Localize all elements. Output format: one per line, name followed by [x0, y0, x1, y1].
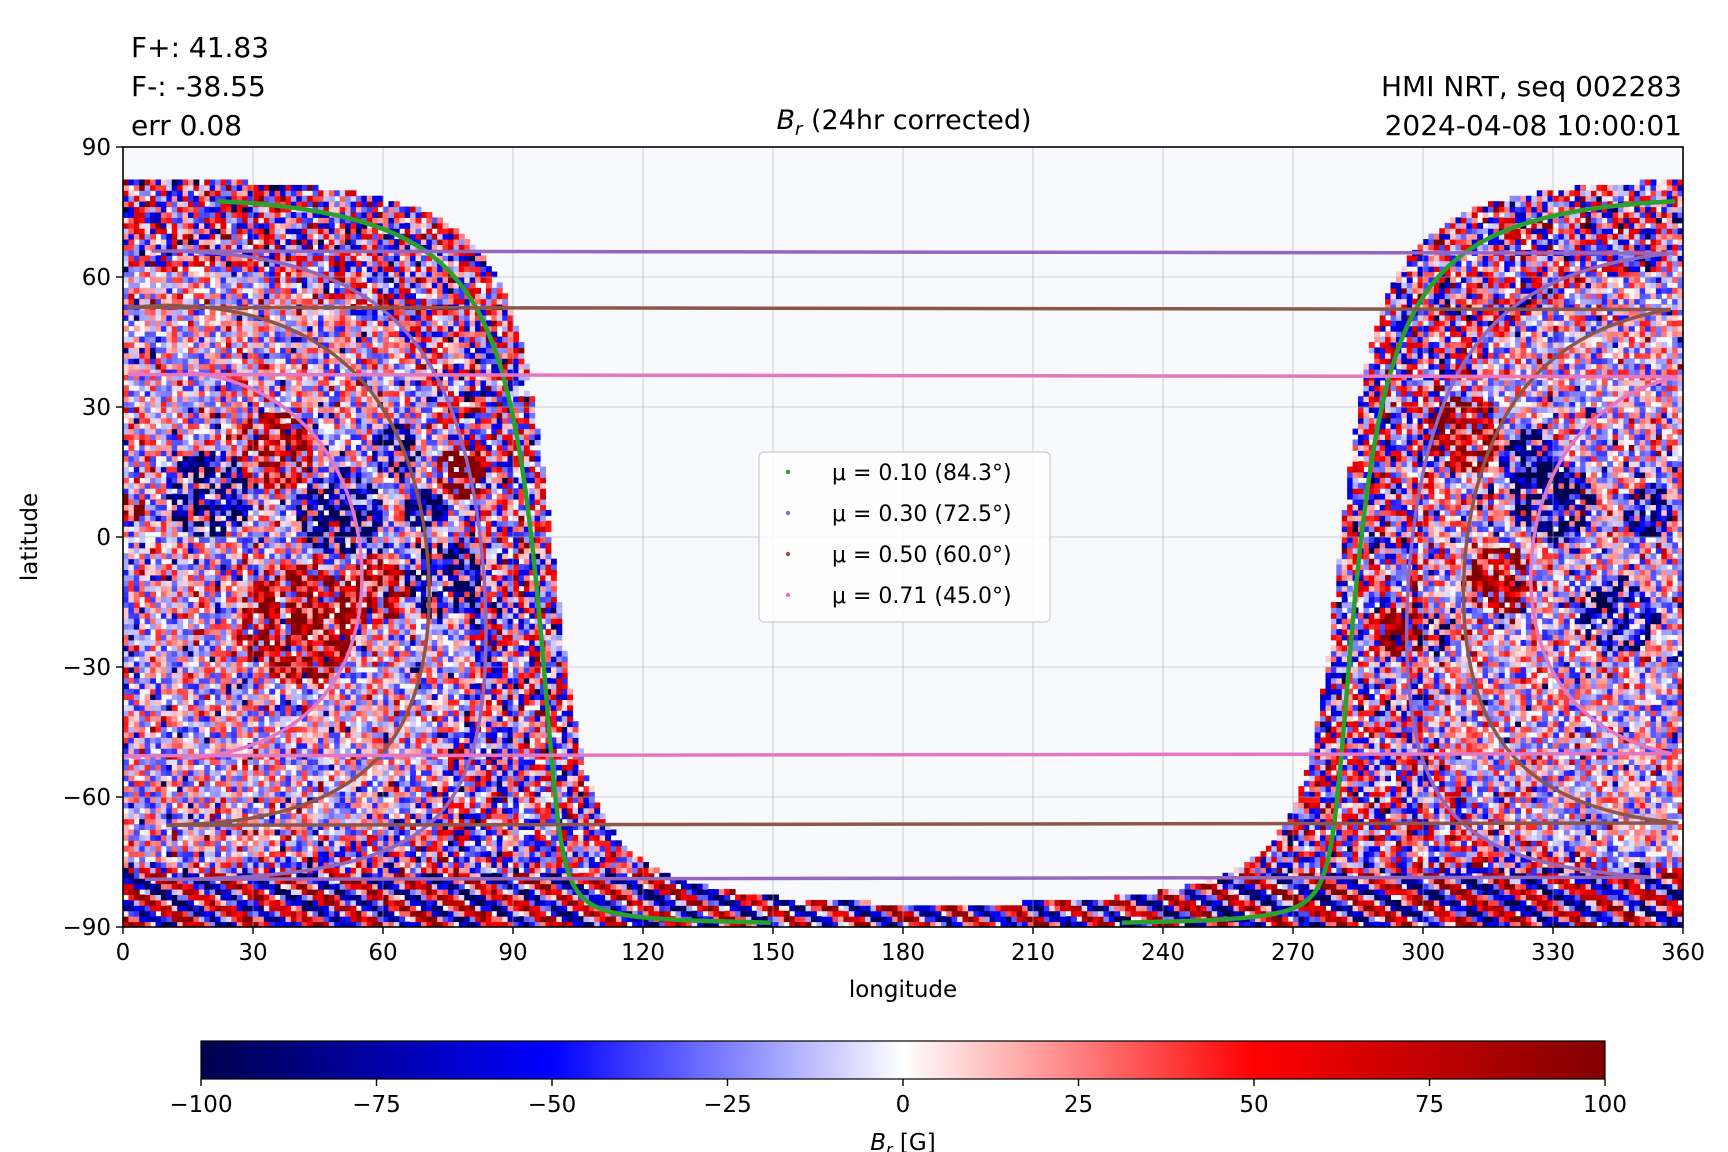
y-tick-label: 60: [82, 265, 111, 291]
x-tick-label: 90: [498, 940, 527, 966]
mu-contour-west: [123, 370, 1678, 760]
x-tick-label: 270: [1271, 940, 1315, 966]
y-tick-label: 30: [82, 395, 111, 421]
y-axis-label: latitude: [17, 493, 43, 581]
x-tick-label: 60: [368, 940, 397, 966]
colorbar-tick-label: −25: [703, 1092, 752, 1118]
y-tick-label: 0: [96, 525, 111, 551]
chart-title: Br (24hr corrected): [776, 105, 1031, 140]
timestamp-label: 2024-04-08 10:00:01: [1385, 109, 1682, 142]
error-label: err 0.08: [131, 109, 242, 142]
x-axis-ticks: 0 30 60 90 120 150 180 210 240 270 300 330 360: [116, 927, 1705, 966]
legend-marker: [785, 592, 791, 598]
y-tick-label: −60: [62, 785, 111, 811]
legend-marker: [785, 551, 791, 557]
colorbar-tick-label: 0: [896, 1092, 911, 1118]
x-tick-label: 240: [1141, 940, 1185, 966]
legend-entry-label: μ = 0.50 (60.0°): [832, 543, 1012, 568]
colorbar-tick-label: 25: [1064, 1092, 1093, 1118]
x-tick-label: 360: [1661, 940, 1705, 966]
colorbar-label: Br [G]: [870, 1130, 935, 1152]
colorbar-tick-label: −50: [528, 1092, 577, 1118]
colorbar-tick-label: −75: [352, 1092, 401, 1118]
legend-marker: [785, 469, 791, 475]
colorbar-tick-label: 100: [1583, 1092, 1627, 1118]
y-tick-label: −90: [62, 915, 111, 941]
y-tick-label: 90: [82, 135, 111, 161]
mu-contours: [123, 198, 1679, 925]
legend-box: [758, 451, 1051, 623]
mu-contour-east: [166, 303, 431, 827]
mu-contour-west: [1121, 198, 1676, 925]
x-axis-label: longitude: [849, 977, 957, 1003]
x-tick-label: 300: [1401, 940, 1445, 966]
x-tick-label: 150: [751, 940, 795, 966]
x-tick-label: 0: [116, 940, 131, 966]
colorbar-ticks: −100 −75 −50 −25 0 25 50 75 100: [169, 1079, 1627, 1118]
legend-entry-label: μ = 0.71 (45.0°): [832, 584, 1012, 609]
x-tick-label: 120: [621, 940, 665, 966]
legend-entry-label: μ = 0.10 (84.3°): [832, 461, 1012, 486]
colorbar-tick-label: 75: [1415, 1092, 1444, 1118]
mu-contour-east: [217, 198, 771, 925]
colorbar: [200, 1040, 1606, 1080]
legend: μ = 0.10 (84.3°) μ = 0.30 (72.5°) μ = 0.50…: [758, 451, 1051, 623]
x-tick-label: 210: [1011, 940, 1055, 966]
mu-contour-west: [126, 303, 1679, 827]
colorbar-tick-label: −100: [169, 1092, 232, 1118]
y-axis-ticks: −90 −60 −30 0 30 60 90: [62, 135, 123, 941]
colorbar-tick-label: 50: [1239, 1092, 1268, 1118]
x-tick-label: 330: [1531, 940, 1575, 966]
x-tick-label: 30: [238, 940, 267, 966]
instrument-label: HMI NRT, seq 002283: [1381, 70, 1682, 103]
mu-contour-west: [144, 249, 1675, 882]
legend-entry-label: μ = 0.30 (72.5°): [832, 502, 1012, 527]
flux-positive-label: F+: 41.83: [131, 31, 269, 64]
legend-marker: [785, 510, 791, 516]
mu-contour-east: [180, 249, 488, 882]
y-tick-label: −30: [62, 655, 111, 681]
x-tick-label: 180: [881, 940, 925, 966]
mu-contour-east: [188, 370, 364, 760]
flux-negative-label: F-: -38.55: [131, 70, 266, 103]
